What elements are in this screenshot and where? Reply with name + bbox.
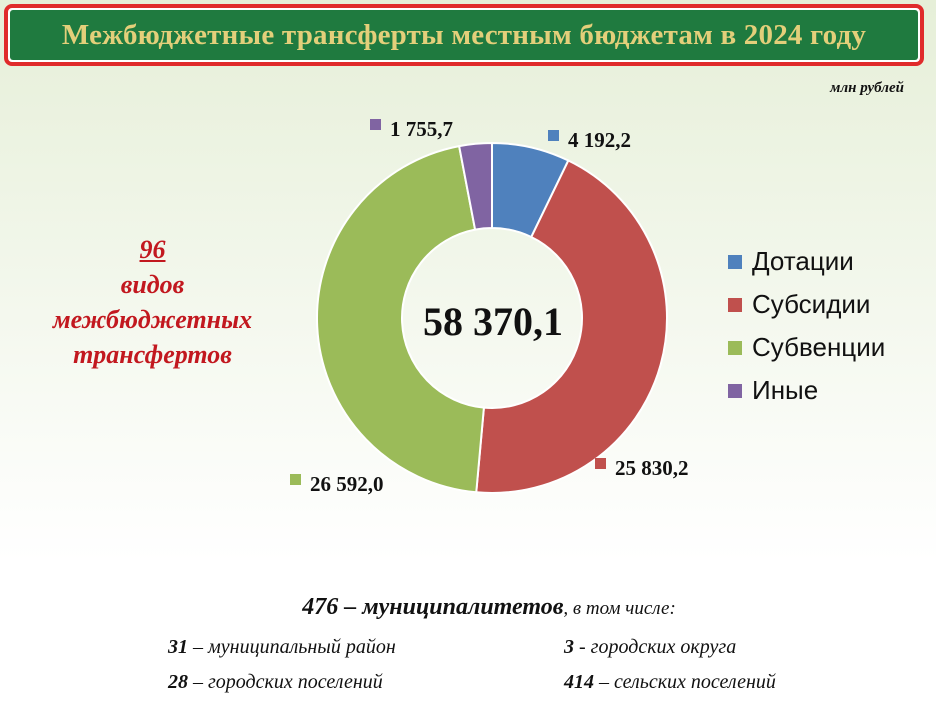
transfer-types-line2: межбюджетных xyxy=(52,305,253,334)
transfer-types-line1: видов xyxy=(120,270,185,299)
legend-item: Дотации xyxy=(728,240,885,283)
municipalities-total-number: 476 xyxy=(302,594,339,620)
donut-slices xyxy=(316,141,668,494)
legend-label: Субвенции xyxy=(752,332,886,362)
municipality-item: 414 – сельских поселений xyxy=(564,671,776,693)
data-label: 26 592,0 xyxy=(310,472,384,496)
data-label: 1 755,7 xyxy=(390,117,453,141)
data-label-marker xyxy=(595,458,606,469)
transfer-types-block: 96 видов межбюджетных трансфертов xyxy=(20,232,285,372)
data-label-marker xyxy=(548,130,559,141)
data-label-marker xyxy=(370,119,381,130)
donut-slice-2 xyxy=(475,159,668,494)
donut-total-label: 58 370,1 xyxy=(423,299,563,344)
unit-label: млн рублей xyxy=(830,80,904,96)
donut-data-labels: 4 192,2 25 830,2 26 592,0 1 755,7 xyxy=(290,117,689,496)
municipality-item: 31 – муниципальный район xyxy=(168,636,396,658)
transfer-types-count: 96 xyxy=(139,235,166,264)
legend-label: Иные xyxy=(752,375,819,405)
municipalities-total: 476 – муниципалитетов, в том числе: xyxy=(120,594,858,621)
municipalities-total-tail: , в том числе: xyxy=(563,598,676,619)
donut-slice-3 xyxy=(316,144,485,494)
legend-label: Субсидии xyxy=(752,289,871,319)
data-label-marker xyxy=(290,474,301,485)
donut-slice-4 xyxy=(457,141,493,231)
municipalities-box: 476 – муниципалитетов, в том числе: 31 –… xyxy=(120,584,858,702)
municipalities-total-text: – муниципалитетов xyxy=(344,594,564,620)
chart-legend: Дотации Субсидии Субвенции Иные xyxy=(728,240,885,412)
municipality-item: 28 – городских поселений xyxy=(168,671,383,693)
legend-swatch xyxy=(728,297,742,312)
data-label: 25 830,2 xyxy=(615,456,689,480)
legend-swatch xyxy=(728,340,742,355)
title-banner: Межбюджетные трансферты местным бюджетам… xyxy=(10,10,918,60)
transfer-types-line3: трансфертов xyxy=(73,340,232,369)
legend-item: Иные xyxy=(728,369,885,412)
legend-item: Субвенции xyxy=(728,326,885,369)
legend-swatch xyxy=(728,254,742,269)
data-label: 4 192,2 xyxy=(568,128,631,152)
legend-item: Субсидии xyxy=(728,283,885,326)
title-bar: Межбюджетные трансферты местным бюджетам… xyxy=(4,4,924,66)
legend-label: Дотации xyxy=(752,246,854,276)
page-title: Межбюджетные трансферты местным бюджетам… xyxy=(61,18,867,51)
legend-swatch xyxy=(728,383,742,398)
municipality-item: 3 - городских округа xyxy=(564,636,737,658)
